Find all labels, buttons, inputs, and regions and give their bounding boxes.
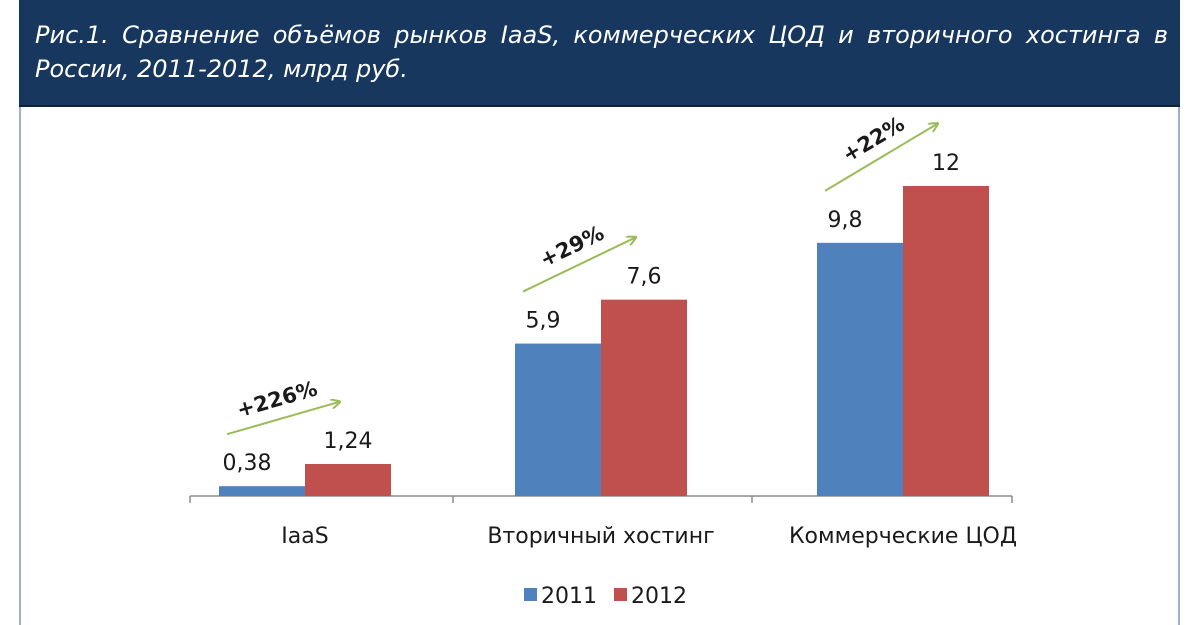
bar-2011-2 <box>817 242 903 496</box>
growth-arrow <box>824 124 937 192</box>
category-label: IaaS <box>281 524 328 549</box>
bar-2012-1 <box>601 299 687 496</box>
title-bar: Рис.1. Сравнение объёмов рынков IaaS, ко… <box>19 0 1180 107</box>
growth-arrow <box>522 238 635 293</box>
chart-title: Рис.1. Сравнение объёмов рынков IaaS, ко… <box>35 21 1168 83</box>
bar-2011-1 <box>515 343 601 496</box>
growth-annotation: +226% <box>234 376 320 422</box>
legend-label-2011: 2011 <box>541 584 597 609</box>
legend-swatch-2012 <box>614 588 627 601</box>
growth-annotation: +29% <box>536 221 608 272</box>
bar-2012-0 <box>305 463 391 496</box>
legend-swatch-2011 <box>524 588 537 601</box>
data-label: 9,8 <box>828 208 863 233</box>
data-label: 7,6 <box>627 265 662 290</box>
growth-arrow <box>226 402 339 436</box>
growth-annotation: +22% <box>838 112 909 167</box>
data-label: 0,38 <box>223 451 272 476</box>
legend-label-2012: 2012 <box>631 584 687 609</box>
data-label: 12 <box>932 151 960 176</box>
bar-2011-0 <box>219 486 305 496</box>
data-label: 1,24 <box>324 429 373 454</box>
bar-2012-2 <box>903 186 989 496</box>
chart-frame <box>19 0 1180 625</box>
category-label: Коммерческие ЦОД <box>789 524 1017 549</box>
category-label: Вторичный хостинг <box>487 524 714 549</box>
data-label: 5,9 <box>526 309 561 334</box>
